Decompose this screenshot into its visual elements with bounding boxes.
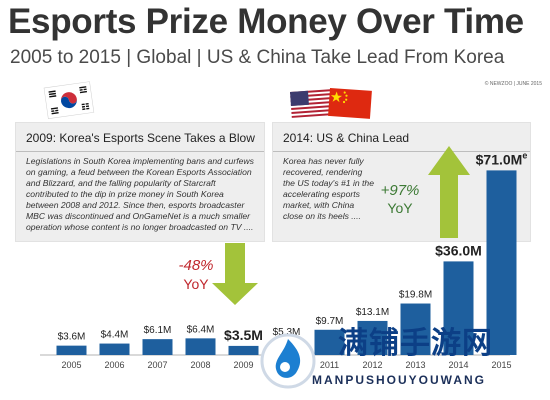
bar-2012 — [357, 320, 388, 355]
watermark-english-text: MANPUSHOUYOUWANG — [312, 373, 487, 387]
bar-2015 — [486, 170, 517, 355]
china-panel-text: Korea has never fully recovered, renderi… — [283, 156, 374, 221]
value-labels-layer: $3.6M $4.4M $6.1M $6.4M $3.5M $5.3M $9.7M $13.1… — [58, 150, 528, 343]
bar-2014 — [443, 261, 474, 355]
growth-yoy-label: YoY — [387, 200, 413, 216]
value-label-2013: $19.8M — [399, 290, 432, 301]
china-flag-icon — [328, 88, 372, 119]
x-tick-2008: 2008 — [190, 360, 210, 370]
value-label-2008: $6.4M — [187, 324, 215, 335]
watermark-chinese-text: 满铺手游网 — [338, 327, 493, 360]
x-tick-2012: 2012 — [362, 360, 382, 370]
value-label-2011: $9.7M — [316, 316, 344, 327]
page-title: Esports Prize Money Over Time — [8, 2, 524, 41]
growth-arrow-icon — [428, 146, 470, 238]
value-label-2007: $6.1M — [144, 325, 172, 336]
bar-2008 — [185, 338, 216, 355]
x-tick-2014: 2014 — [448, 360, 468, 370]
korea-panel-title: 2009: Korea's Esports Scene Takes a Blow — [26, 131, 255, 145]
bar-2007 — [142, 339, 173, 355]
value-label-2005: $3.6M — [58, 332, 86, 343]
x-tick-2007: 2007 — [147, 360, 167, 370]
x-tick-2013: 2013 — [405, 360, 425, 370]
x-tick-2005: 2005 — [61, 360, 81, 370]
bar-2013 — [400, 303, 431, 355]
decline-yoy-label: YoY — [183, 276, 209, 292]
decline-arrow-icon — [212, 243, 258, 305]
bar-2011 — [314, 329, 345, 355]
x-tick-2015: 2015 — [491, 360, 511, 370]
china-panel-divider — [273, 151, 530, 152]
value-label-2009: $3.5M — [224, 327, 263, 343]
x-tick-2009: 2009 — [233, 360, 253, 370]
value-label-2015: $71.0Me — [476, 150, 528, 167]
bar-2005 — [56, 345, 87, 355]
watermark-logo-icon — [260, 333, 316, 389]
value-label-2010: $5.3M — [273, 327, 301, 338]
korea-info-panel: 2009: Korea's Esports Scene Takes a Blow… — [15, 122, 265, 242]
x-tick-2011: 2011 — [320, 360, 339, 370]
page-subtitle: 2005 to 2015 | Global | US & China Take … — [10, 47, 505, 68]
bar-2006 — [99, 343, 130, 355]
value-label-2006: $4.4M — [101, 330, 129, 341]
decline-percent-label: -48% — [178, 257, 213, 274]
korea-panel-divider — [16, 151, 264, 152]
usa-flag-icon — [290, 89, 334, 118]
x-tick-2006: 2006 — [104, 360, 124, 370]
south-korea-flag-icon — [43, 81, 95, 119]
bars-layer — [56, 170, 517, 355]
growth-percent-label: +97% — [381, 182, 420, 199]
value-label-2012: $13.1M — [356, 307, 389, 318]
china-panel-title: 2014: US & China Lead — [283, 131, 410, 145]
credit-text: © NEWZOO | JUNE 2015 — [484, 81, 542, 87]
value-label-2014: $36.0M — [435, 242, 482, 258]
bar-2009 — [228, 345, 259, 355]
x-tick-labels-layer: 2005200620072008200920102011201220132014… — [61, 360, 511, 370]
korea-panel-text: Legislations in South Korea implementing… — [26, 156, 254, 232]
